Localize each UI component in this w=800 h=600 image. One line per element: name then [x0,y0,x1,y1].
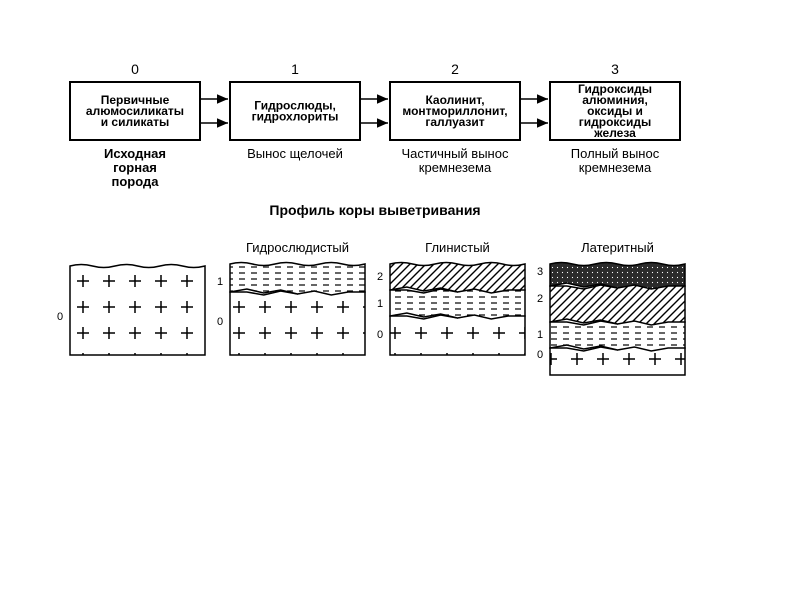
source-label-l2: порода [112,174,160,189]
profile-title: Профиль коры выветривания [269,202,480,218]
stage-box-3-line-4: железа [593,126,636,140]
stage-num-1: 1 [291,61,299,77]
stage-num-0: 0 [131,61,139,77]
profile-3-num-2: 1 [537,329,543,341]
profile-0-body [70,265,205,356]
profile-1-num-0: 1 [217,276,223,288]
process-label-2-l1: кремнезема [419,160,492,175]
profile-2-num-2: 0 [377,329,383,341]
profile-label-1: Гидрослюдистый [246,240,349,255]
stage-box-0-line-2: и силикаты [101,115,170,129]
weathering-crust-diagram: 0Первичныеалюмосиликатыи силикаты1Гидрос… [0,0,800,600]
profile-2-num-0: 2 [377,271,383,283]
profile-1-num-1: 0 [217,316,223,328]
process-label-1-l0: Вынос щелочей [247,146,343,161]
source-label-l1: горная [113,160,157,175]
profile-label-3: Латеритный [581,240,654,255]
process-label-3-l1: кремнезема [579,160,652,175]
stage-num-2: 2 [451,61,459,77]
stage-box-1-line-1: гидрохлориты [252,110,339,124]
process-label-2-l0: Частичный вынос [402,146,509,161]
profile-0-num: 0 [57,311,63,323]
stage-num-3: 3 [611,61,619,77]
profile-3-num-3: 0 [537,349,543,361]
profile-2-num-1: 1 [377,298,383,310]
profile-3-num-0: 3 [537,266,543,278]
profile-3-num-1: 2 [537,293,543,305]
source-label-l0: Исходная [104,146,166,161]
stage-box-2-line-2: галлуазит [425,115,484,129]
profile-label-2: Глинистый [425,240,490,255]
process-label-3-l0: Полный вынос [571,146,660,161]
